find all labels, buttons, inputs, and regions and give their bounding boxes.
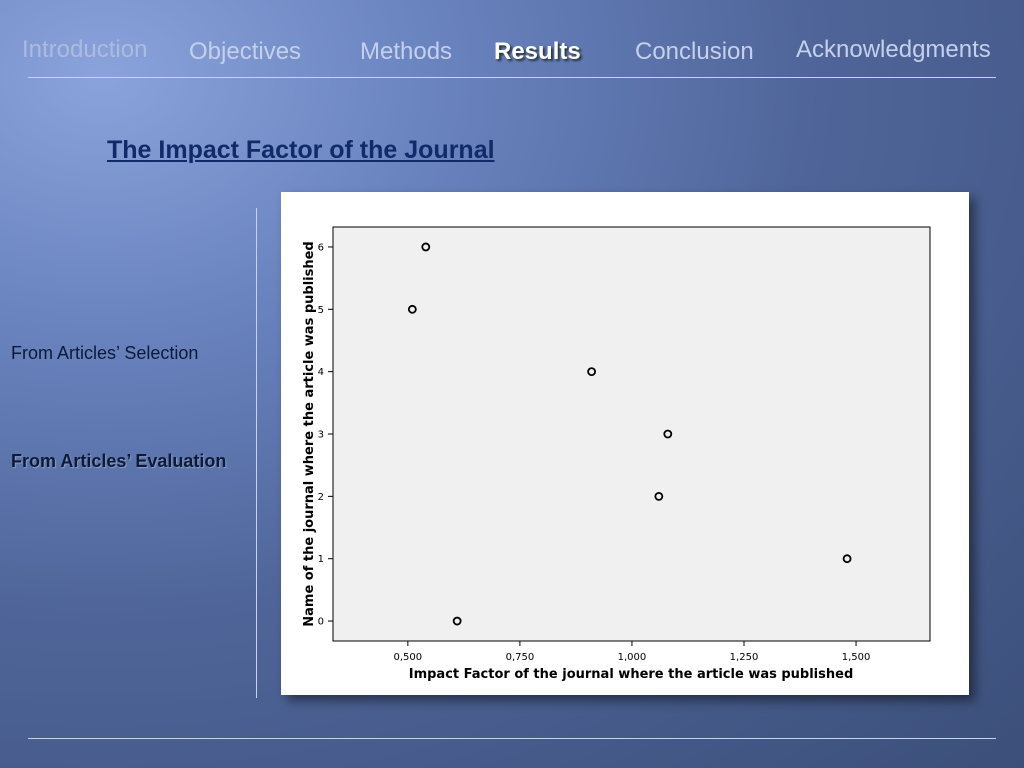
x-tick-label: 1,500 <box>842 652 871 663</box>
x-tick-label: 0,500 <box>394 652 423 663</box>
y-tick-label: 3 <box>318 430 324 441</box>
sidebar-item[interactable]: From Articles’ Selection <box>11 343 199 363</box>
point <box>587 367 597 377</box>
point <box>842 554 852 564</box>
x-tick-label: 0,750 <box>506 652 535 663</box>
y-tick-label: 5 <box>318 305 324 316</box>
x-axis-label: Impact Factor of the journal where the a… <box>409 667 854 682</box>
point <box>663 429 673 439</box>
point <box>407 304 417 314</box>
nav-item[interactable]: Introduction <box>22 36 148 63</box>
point <box>452 616 462 626</box>
chart: Impact Factor of the journal where the a… <box>281 192 969 695</box>
divider <box>256 208 257 698</box>
nav-item[interactable]: Objectives <box>189 38 302 65</box>
plot-area <box>332 226 931 642</box>
point <box>421 242 431 252</box>
x-tick-label: 1,250 <box>730 652 759 663</box>
y-tick-label: 2 <box>318 492 324 503</box>
nav-item[interactable]: Acknowledgments <box>796 36 991 63</box>
x-tick-label: 1,000 <box>618 652 647 663</box>
y-tick-label: 4 <box>318 367 324 378</box>
sidebar-item[interactable]: From Articles’ Evaluation <box>11 451 227 471</box>
slide-title: The Impact Factor of the Journal <box>107 136 495 164</box>
separator <box>28 738 996 739</box>
separator <box>28 77 996 78</box>
nav-item[interactable]: Results <box>494 38 581 65</box>
y-tick-label: 0 <box>318 617 324 628</box>
nav-item[interactable]: Conclusion <box>635 38 754 65</box>
nav-item[interactable]: Methods <box>360 38 453 65</box>
y-tick-label: 6 <box>318 242 324 253</box>
point <box>654 491 664 501</box>
y-tick-label: 1 <box>318 554 324 565</box>
y-axis-label: Name of the journal where the article wa… <box>302 241 317 626</box>
